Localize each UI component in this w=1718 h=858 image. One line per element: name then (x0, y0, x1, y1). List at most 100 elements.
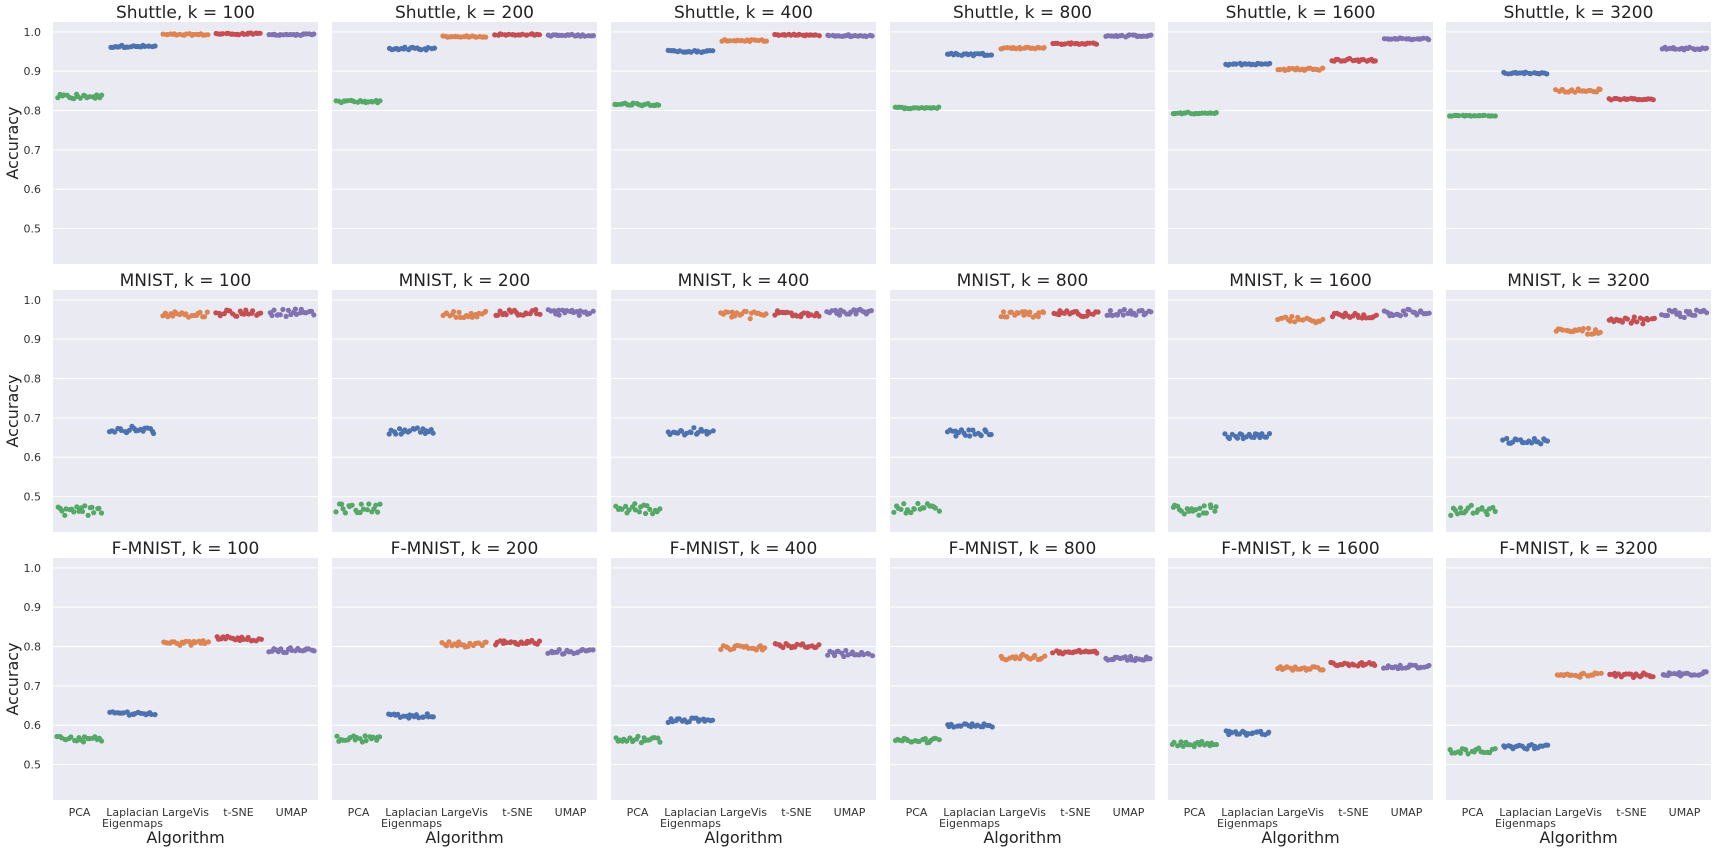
data-point (632, 507, 639, 513)
data-point (1703, 669, 1709, 675)
x-tick-label: Laplacian (1221, 806, 1273, 819)
data-point (80, 739, 87, 745)
x-tick-label: UMAP (555, 806, 587, 819)
data-point (1171, 739, 1177, 745)
data-point (503, 312, 509, 318)
subplot-title: Shuttle, k = 200 (395, 3, 534, 23)
data-point (397, 426, 403, 432)
data-point (1180, 743, 1186, 749)
subplot-title: F-MNIST, k = 3200 (1499, 539, 1657, 559)
data-point (1580, 670, 1586, 677)
data-point (1479, 505, 1485, 511)
data-point (1013, 654, 1019, 660)
data-point (201, 314, 208, 320)
data-point (643, 510, 649, 517)
data-point (1181, 511, 1187, 517)
data-point (1036, 310, 1042, 316)
data-point (1397, 313, 1403, 319)
data-point (1208, 504, 1214, 510)
x-tick-label: Eigenmaps (1217, 817, 1278, 830)
plot-area (1168, 558, 1433, 800)
data-point (921, 505, 927, 511)
x-tick-label: Laplacian (664, 806, 716, 819)
x-tick-label: Eigenmaps (1495, 817, 1556, 830)
data-point (298, 306, 304, 312)
data-point (241, 311, 247, 317)
data-point (1120, 312, 1126, 318)
data-point (373, 502, 379, 508)
data-point (962, 432, 969, 438)
data-point (1456, 113, 1462, 119)
data-point (832, 652, 838, 659)
data-point (699, 428, 705, 434)
x-tick-label: t-SNE (1060, 806, 1090, 819)
plot-area (332, 290, 597, 532)
data-point (142, 43, 148, 50)
x-tick-label: PCA (627, 806, 649, 819)
y-tick-label: 0.9 (24, 333, 42, 346)
data-point (1585, 325, 1592, 331)
data-point (1320, 316, 1326, 322)
data-point (988, 52, 995, 58)
data-point (271, 307, 277, 313)
data-point (576, 312, 582, 318)
data-point (59, 508, 65, 514)
data-point (99, 738, 105, 744)
data-point (1426, 310, 1432, 316)
data-point (362, 733, 368, 739)
data-point (1022, 309, 1028, 315)
data-point (503, 640, 509, 646)
data-point (1585, 331, 1591, 337)
data-point (636, 509, 643, 515)
data-point (283, 313, 289, 319)
data-point (148, 711, 154, 718)
data-point (1504, 435, 1510, 442)
data-point (1492, 113, 1498, 119)
plot-area (611, 558, 876, 800)
data-point (1372, 662, 1378, 669)
data-point (1266, 431, 1273, 437)
data-point (292, 306, 298, 312)
data-point (483, 34, 489, 40)
data-point (1148, 32, 1154, 38)
data-point (285, 307, 291, 313)
data-point (891, 509, 897, 515)
data-point (1624, 316, 1630, 322)
data-point (366, 501, 372, 507)
data-point (1484, 511, 1490, 518)
subplot-title: MNIST, k = 400 (678, 271, 810, 291)
data-point (71, 509, 77, 515)
data-point (1645, 317, 1651, 323)
x-tick-label: t-SNE (1616, 806, 1646, 819)
data-point (1178, 739, 1184, 745)
subplot-title: Shuttle, k = 3200 (1504, 3, 1654, 23)
data-point (126, 427, 132, 433)
x-tick-label: Laplacian (385, 806, 437, 819)
x-tick-label: UMAP (276, 806, 308, 819)
x-axis-label: Algorithm (425, 828, 503, 847)
y-tick-label: 0.5 (24, 759, 42, 772)
data-point (1107, 308, 1113, 314)
y-tick-label: 1.0 (24, 562, 42, 575)
data-point (1041, 45, 1047, 51)
x-tick-label: t-SNE (781, 806, 811, 819)
data-point (524, 32, 530, 38)
data-point (624, 738, 630, 744)
data-point (1121, 307, 1127, 313)
data-point (1465, 751, 1471, 757)
data-point (861, 652, 867, 658)
subplot-2: Shuttle, k = 200 (332, 3, 597, 264)
data-point (358, 501, 364, 507)
data-point (311, 312, 317, 318)
data-point (1124, 657, 1130, 663)
data-point (258, 636, 264, 642)
data-point (1634, 319, 1640, 325)
data-point (1289, 313, 1295, 320)
data-point (1094, 650, 1100, 656)
data-point (197, 309, 203, 315)
data-point (1703, 45, 1710, 51)
x-tick-label: t-SNE (1338, 806, 1368, 819)
data-point (556, 307, 562, 313)
data-point (825, 652, 831, 658)
data-point (269, 312, 275, 319)
